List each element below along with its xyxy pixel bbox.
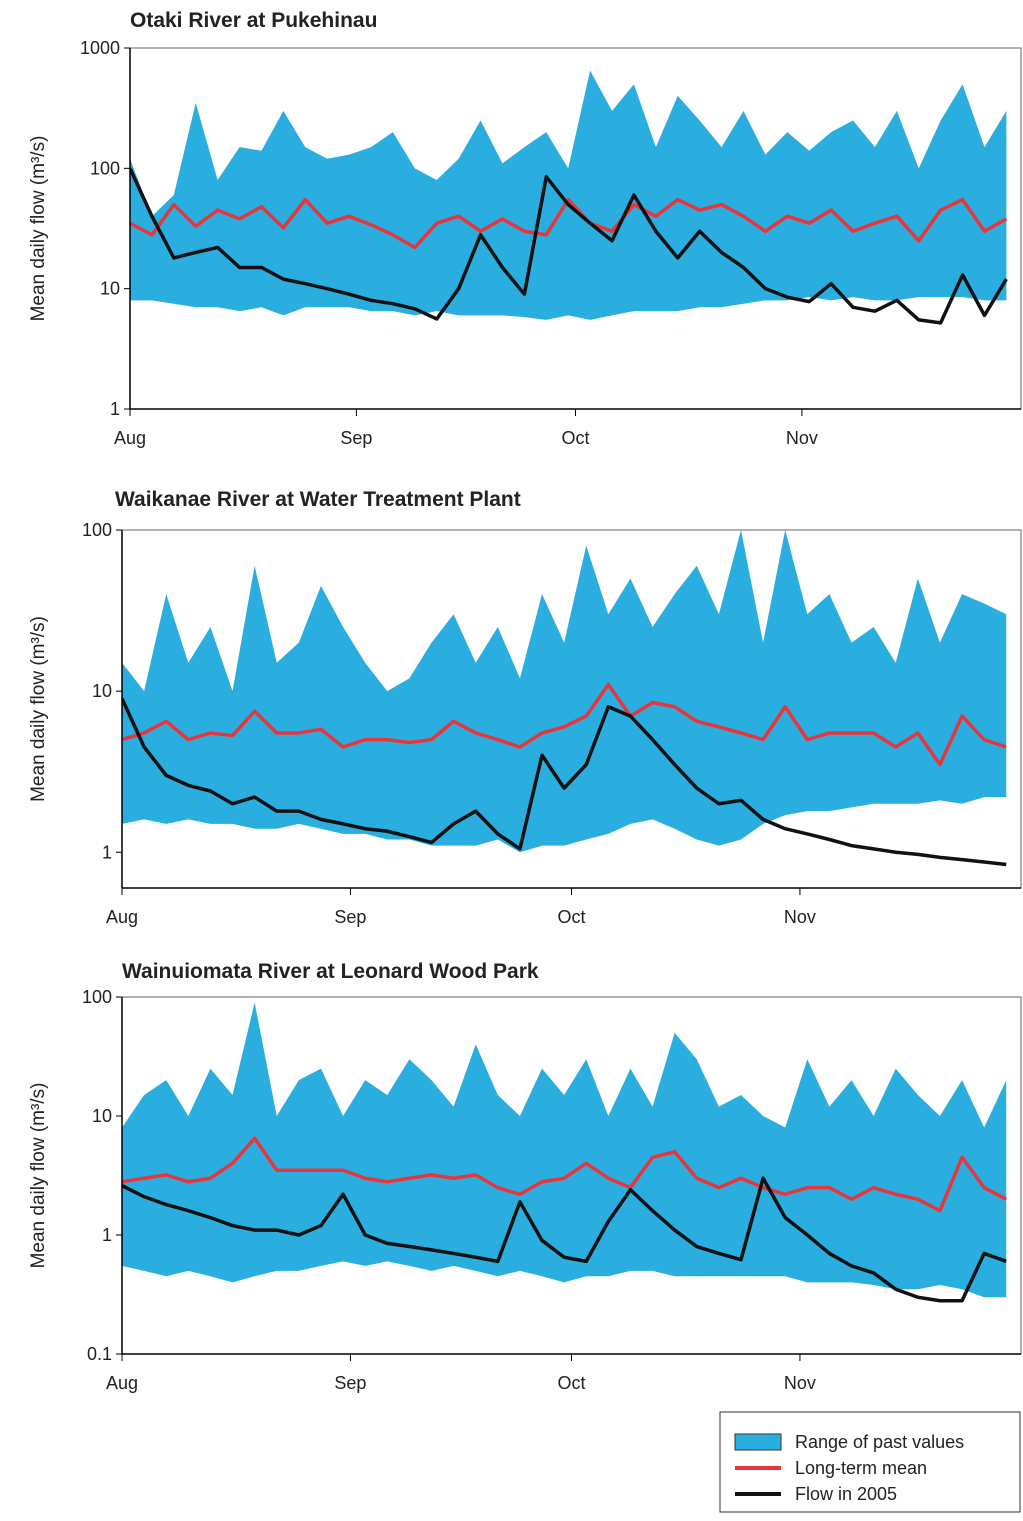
- legend-swatch: [734, 1433, 782, 1451]
- chart-title: Waikanae River at Water Treatment Plant: [115, 488, 521, 511]
- x-tick-label: Oct: [557, 907, 585, 927]
- x-tick-label: Nov: [784, 1373, 816, 1393]
- x-tick-label: Oct: [557, 1373, 585, 1393]
- y-axis-label: Mean daily flow (m³/s): [28, 1083, 49, 1269]
- x-tick-label: Aug: [106, 907, 138, 927]
- legend-label: Range of past values: [795, 1432, 964, 1452]
- x-tick-label: Aug: [106, 1373, 138, 1393]
- y-axis-label: Mean daily flow (m³/s): [28, 136, 49, 322]
- y-tick-label: 1: [110, 399, 120, 419]
- legend-label: Flow in 2005: [795, 1484, 897, 1504]
- range-area: [122, 1002, 1007, 1298]
- x-tick-label: Nov: [786, 428, 818, 448]
- plot: [130, 70, 1008, 325]
- series-line: [122, 1136, 1008, 1213]
- series-line: [130, 197, 1008, 250]
- y-tick-label: 0.1: [87, 1344, 112, 1364]
- series-line: [130, 167, 1008, 325]
- plot: [122, 530, 1007, 867]
- y-tick-label: 100: [90, 158, 120, 178]
- x-tick-label: Sep: [334, 1373, 366, 1393]
- x-tick-label: Oct: [561, 428, 589, 448]
- series-line: [122, 697, 1007, 867]
- series-line: [122, 682, 1007, 767]
- chart-title: Wainuiomata River at Leonard Wood Park: [122, 960, 539, 983]
- range-area: [122, 530, 1007, 853]
- y-tick-label: 1: [102, 842, 112, 862]
- y-tick-label: 10: [92, 1106, 112, 1126]
- x-tick-label: Nov: [784, 907, 816, 927]
- x-tick-label: Sep: [340, 428, 372, 448]
- y-tick-label: 1000: [80, 38, 120, 58]
- x-tick-label: Aug: [114, 428, 146, 448]
- chart-title: Otaki River at Pukehinau: [130, 9, 377, 32]
- y-tick-label: 100: [82, 520, 112, 540]
- range-area: [130, 70, 1007, 320]
- legend-label: Long-term mean: [795, 1458, 927, 1478]
- plot: [122, 1002, 1008, 1303]
- y-tick-label: 10: [92, 681, 112, 701]
- x-tick-label: Sep: [334, 907, 366, 927]
- y-axis-label: Mean daily flow (m³/s): [28, 616, 49, 802]
- series-line: [122, 1176, 1007, 1303]
- y-tick-label: 1: [102, 1225, 112, 1245]
- y-tick-label: 100: [82, 987, 112, 1007]
- y-tick-label: 10: [100, 279, 120, 299]
